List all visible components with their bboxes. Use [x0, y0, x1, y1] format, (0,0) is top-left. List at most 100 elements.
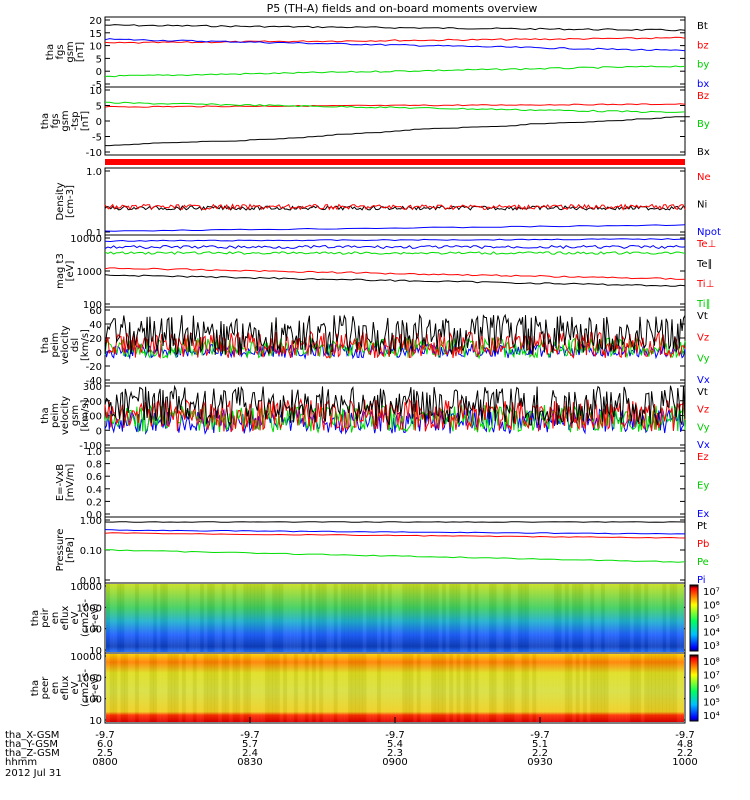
y-axis-label: fgs — [55, 44, 66, 59]
spectrogram-column — [106, 584, 111, 652]
y-tick-label: -5 — [92, 133, 102, 144]
spectrogram-column — [553, 654, 559, 722]
spectrogram-column — [553, 584, 559, 652]
y-axis-label: peer — [40, 676, 51, 700]
spectrogram-column — [434, 584, 439, 652]
y-axis-label: [nT] — [75, 42, 86, 62]
spectrogram-column — [163, 584, 168, 652]
y-axis-label: Density — [55, 182, 66, 220]
series-Bz — [104, 103, 686, 108]
spectrogram-column — [460, 584, 465, 652]
y-axis-label: fgs — [50, 113, 61, 128]
spectrogram-column — [597, 584, 602, 652]
panel-frame — [104, 516, 686, 584]
spectrogram-column — [423, 654, 429, 722]
y-tick-label: 0 — [96, 117, 102, 128]
panel-p4: 10000 1000 100 mag t3 [eV] Te⊥ Te∥ Ti⊥ Ti∥ — [55, 234, 716, 311]
spectrogram-column — [445, 654, 450, 722]
legend-Vx: Vx — [697, 375, 710, 386]
spectrogram-column — [633, 654, 638, 722]
colorbar-label: 10⁴ — [703, 628, 720, 639]
y-axis-label: eflux — [60, 676, 71, 701]
x-tick-label: 0930 — [527, 757, 552, 768]
spectrogram-column — [586, 584, 591, 652]
spectrogram-column — [337, 654, 342, 722]
spectrogram-column — [669, 654, 674, 722]
spectrogram-column — [268, 584, 273, 652]
y-axis-label: [km/s] — [80, 329, 91, 361]
y-tick-label: 1.0 — [86, 167, 102, 178]
y-tick-label: 1000 — [77, 603, 102, 614]
spectrogram-column — [264, 654, 270, 722]
spectrogram-column — [478, 584, 483, 652]
spectrogram-column — [633, 584, 638, 652]
y-axis-label: peim — [50, 403, 61, 428]
legend-Vt: Vt — [697, 311, 708, 322]
spectrogram-column — [618, 654, 624, 722]
spectrogram-column — [452, 584, 457, 652]
spectrogram-column — [456, 654, 461, 722]
spectrogram-column — [171, 584, 176, 652]
spectrogram-column — [673, 654, 678, 722]
spectrogram-column — [369, 584, 374, 652]
colorbar — [689, 584, 699, 652]
y-axis-label: sr-eV) — [90, 673, 101, 702]
spectrogram-column — [351, 654, 356, 722]
spectrogram-column — [344, 654, 349, 722]
legend-Bz: Bz — [697, 91, 709, 102]
legend-Bt: Bt — [697, 21, 708, 32]
spectrogram-column — [232, 654, 237, 722]
electron-spectrogram — [106, 654, 685, 722]
y-axis-label: mag t3 — [55, 253, 66, 289]
spectrogram-column — [272, 584, 277, 652]
spectrogram-column — [228, 654, 233, 722]
spectrogram-column — [380, 584, 385, 652]
spectrogram-column — [225, 584, 230, 652]
spectrogram-column — [673, 584, 678, 652]
legend-Vx: Vx — [697, 440, 710, 451]
spectrogram-column — [557, 654, 562, 722]
panel-frame — [104, 382, 686, 449]
spectrogram-column — [373, 654, 378, 722]
y-axis-label: sr-eV) — [90, 603, 101, 632]
series-Bt — [104, 24, 686, 32]
spectrogram-column — [572, 654, 577, 722]
spectrogram-column — [366, 584, 371, 652]
spectrogram-column — [629, 584, 634, 652]
legend-By: By — [697, 119, 710, 130]
spectrogram-column — [557, 584, 562, 652]
colorbar-label: 10⁵ — [703, 698, 720, 709]
spectrogram-column — [250, 584, 255, 652]
y-axis-label: Pressure — [55, 529, 66, 572]
spectrogram-fill — [106, 584, 684, 652]
panel-p5: 60 40 20 0 -20 -40 tha peim velocity dsl [km/s] Vt V… — [40, 306, 710, 387]
spectrogram-column — [113, 584, 118, 652]
spectrogram-column — [622, 654, 627, 722]
x-row-label: tha_Y-GSM — [5, 739, 58, 750]
series-bx — [104, 38, 686, 52]
spectrogram-column — [665, 654, 671, 722]
y-tick-label: -40 — [86, 376, 102, 387]
spectrogram-column — [239, 654, 244, 722]
spectrogram-column — [384, 654, 389, 722]
legend-Ez: Ez — [697, 452, 709, 463]
spectrogram-column — [127, 654, 132, 722]
y-tick-label: -5 — [92, 80, 102, 91]
y-tick-label: 10 — [89, 646, 102, 657]
spectrogram-column — [178, 584, 183, 652]
x-tick-label: 2.4 — [242, 748, 258, 759]
spectrogram-column — [217, 654, 223, 722]
series-Bx — [105, 116, 690, 147]
spectrogram-column — [275, 654, 280, 722]
spectrogram-column — [214, 584, 219, 652]
spectrogram-column — [322, 584, 327, 652]
spectrogram-column — [283, 584, 288, 652]
spectrogram-column — [113, 654, 118, 722]
spectrogram-column — [373, 584, 378, 652]
y-axis-label: tha — [40, 113, 51, 129]
colorbar-label: 10³ — [703, 641, 720, 652]
spectrogram-column — [626, 584, 631, 652]
y-tick-label: 200 — [83, 397, 102, 408]
spectrogram-column — [488, 654, 494, 722]
spectrogram-column — [340, 584, 345, 652]
